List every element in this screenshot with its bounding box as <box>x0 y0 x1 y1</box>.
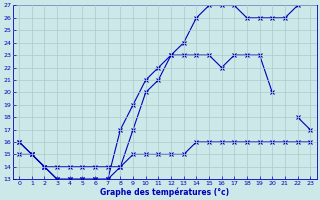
X-axis label: Graphe des températures (°c): Graphe des températures (°c) <box>100 187 229 197</box>
